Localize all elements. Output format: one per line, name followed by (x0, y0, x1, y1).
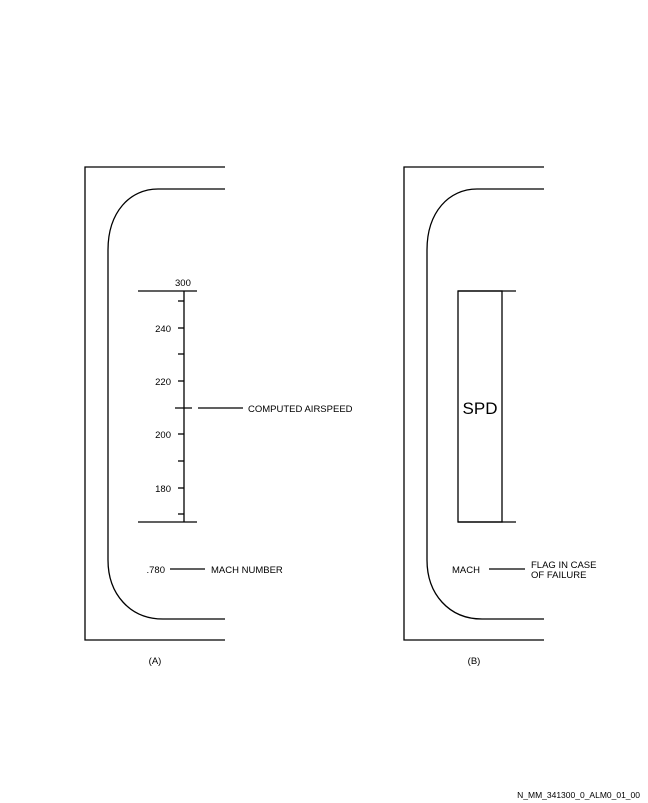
figure-reference: N_MM_341300_0_ALM0_01_00 (517, 790, 640, 800)
panel-a-caption: (A) (149, 656, 162, 667)
mach-flag-label: MACH (452, 565, 480, 576)
panel-b-caption: (B) (468, 656, 481, 667)
failure-callout-line-2: OF FAILURE (531, 570, 586, 581)
panel-a-inner-bezel (107, 188, 225, 620)
failure-callout-line-1: FLAG IN CASE (531, 560, 596, 571)
mach-number-callout: MACH NUMBER (211, 565, 283, 576)
panel-a-outer-frame (84, 166, 225, 641)
computed-airspeed-callout: COMPUTED AIRSPEED (248, 404, 353, 415)
tick-label-180: 180 (155, 484, 171, 495)
tick-label-200: 200 (155, 430, 171, 441)
panel-b-inner-bezel (426, 188, 544, 620)
panel-a (84, 166, 243, 641)
tick-label-240: 240 (155, 324, 171, 335)
spd-flag-text: SPD (463, 399, 498, 418)
scale-top-label: 300 (175, 278, 191, 289)
mach-value: .780 (147, 565, 166, 576)
panel-b (403, 166, 544, 641)
tick-label-220: 220 (155, 377, 171, 388)
panel-b-outer-frame (403, 166, 544, 641)
